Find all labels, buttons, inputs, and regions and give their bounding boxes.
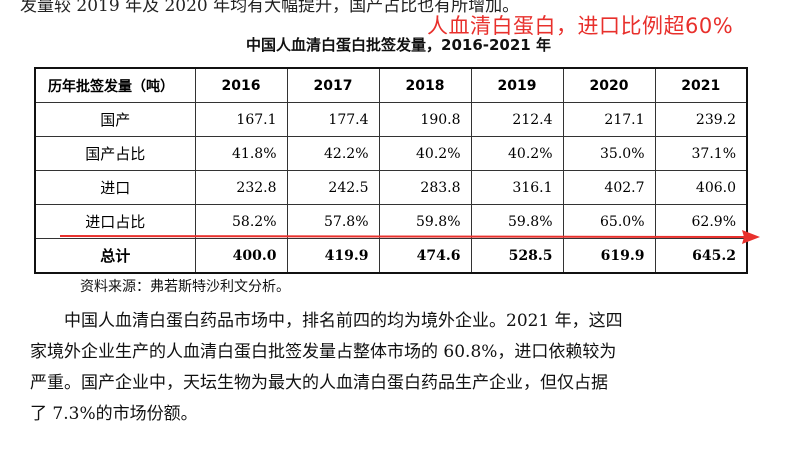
table-cell: 217.1 — [562, 102, 656, 137]
table-cell: 419.9 — [286, 238, 380, 274]
table-row-domestic-share: 国产占比 41.8% 42.2% 40.2% 40.2% 35.0% 37.1% — [34, 136, 748, 171]
header-cell-2016: 2016 — [194, 67, 288, 103]
table-cell: 40.2% — [378, 136, 472, 171]
table-cell: 212.4 — [470, 102, 564, 137]
paragraph-line: 中国人血清白蛋白药品市场中，排名前四的均为境外企业。2021 年，这四 — [64, 311, 623, 331]
header-cell-2018: 2018 — [378, 67, 472, 103]
red-annotation: 人血清白蛋白，进口比例超60% — [427, 14, 734, 38]
batch-release-table: 历年批签发量（吨） 2016 2017 2018 2019 2020 2021 … — [34, 67, 748, 274]
header-cell-2020: 2020 — [562, 67, 656, 103]
table-cell: 474.6 — [378, 238, 472, 274]
table-cell: 190.8 — [378, 102, 472, 137]
table-cell: 645.2 — [654, 238, 748, 274]
row-label: 进口 — [34, 170, 196, 205]
table-cell: 41.8% — [194, 136, 288, 171]
row-label: 总计 — [34, 238, 196, 274]
table-cell: 65.0% — [562, 204, 656, 239]
table-cell: 62.9% — [654, 204, 748, 239]
red-arrow-annotation — [60, 230, 760, 244]
table-header-row: 历年批签发量（吨） 2016 2017 2018 2019 2020 2021 — [34, 67, 748, 103]
table-cell: 619.9 — [562, 238, 656, 274]
table-cell: 35.0% — [562, 136, 656, 171]
cut-off-previous-text: 发量较 2019 年及 2020 年均有大幅提升，国产占比也有所增加。 — [20, 0, 520, 16]
table-cell: 242.5 — [286, 170, 380, 205]
table-cell: 59.8% — [378, 204, 472, 239]
table-row-import-share: 进口占比 58.2% 57.8% 59.8% 59.8% 65.0% 62.9% — [34, 204, 748, 239]
table-cell: 177.4 — [286, 102, 380, 137]
paragraph-line: 家境外企业生产的人血清白蛋白批签发量占整体市场的 60.8%，进口依赖较为 — [30, 342, 617, 362]
header-cell-2021: 2021 — [654, 67, 748, 103]
table-cell: 167.1 — [194, 102, 288, 137]
table-cell: 59.8% — [470, 204, 564, 239]
body-paragraph: 中国人血清白蛋白药品市场中，排名前四的均为境外企业。2021 年，这四 家境外企… — [30, 306, 770, 430]
table-cell: 283.8 — [378, 170, 472, 205]
row-label: 进口占比 — [34, 204, 196, 239]
row-label: 国产 — [34, 102, 196, 137]
header-cell-metric: 历年批签发量（吨） — [34, 67, 196, 103]
paragraph-line: 严重。国产企业中，天坛生物为最大的人血清白蛋白药品生产企业，但仅占据 — [30, 373, 608, 393]
header-cell-2019: 2019 — [470, 67, 564, 103]
table-cell: 402.7 — [562, 170, 656, 205]
header-cell-2017: 2017 — [286, 67, 380, 103]
table-cell: 400.0 — [194, 238, 288, 274]
table-cell: 239.2 — [654, 102, 748, 137]
source-note: 资料来源：弗若斯特沙利文分析。 — [80, 279, 290, 295]
table-cell: 232.8 — [194, 170, 288, 205]
table-cell: 406.0 — [654, 170, 748, 205]
table-cell: 42.2% — [286, 136, 380, 171]
table-row-total: 总计 400.0 419.9 474.6 528.5 619.9 645.2 — [34, 238, 748, 274]
table-cell: 528.5 — [470, 238, 564, 274]
table-cell: 40.2% — [470, 136, 564, 171]
table-row-import: 进口 232.8 242.5 283.8 316.1 402.7 406.0 — [34, 170, 748, 205]
table-row-domestic: 国产 167.1 177.4 190.8 212.4 217.1 239.2 — [34, 102, 748, 137]
table-cell: 58.2% — [194, 204, 288, 239]
row-label: 国产占比 — [34, 136, 196, 171]
table-title: 中国人血清白蛋白批签发量，2016-2021 年 — [246, 36, 551, 54]
table-cell: 316.1 — [470, 170, 564, 205]
table-cell: 37.1% — [654, 136, 748, 171]
paragraph-line: 了 7.3%的市场份额。 — [30, 404, 198, 424]
